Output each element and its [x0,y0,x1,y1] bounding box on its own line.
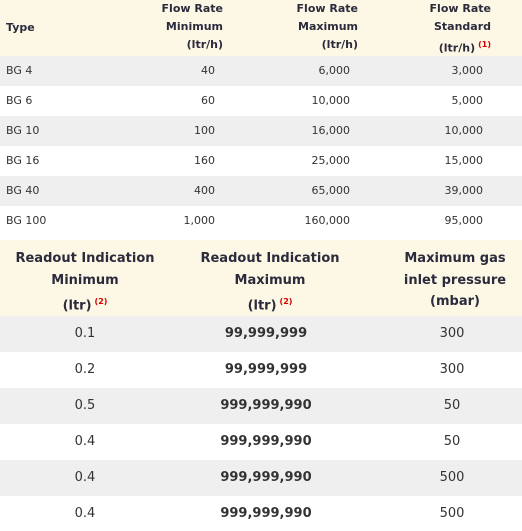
row-bg [0,352,522,388]
cell-text: 300 [439,326,465,341]
row-bg [0,86,522,116]
cell-text: 3,000 [451,64,484,77]
header-text: Standard [433,20,491,33]
header-line: (ltr) (2) [0,292,195,314]
cell-text: 16,000 [311,124,351,137]
header-line: (ltr/h) [187,35,223,55]
header-line: (ltr) (2) [160,292,380,314]
row-bg [0,424,522,460]
cell-text: 39,000 [444,184,484,197]
cell-text: BG 40 [6,184,40,197]
cell-text: 400 [194,184,215,197]
footnote-ref: (2) [94,297,108,306]
header-text: Readout Indication [15,251,155,266]
row-bg [0,496,522,531]
cell-text: 99,999,999 [224,326,308,341]
cell-text: 6,000 [318,64,351,77]
header-text: Flow Rate [296,2,358,15]
header-text: (mbar) [430,294,480,309]
cell-text: 5,000 [451,94,484,107]
cell-text: 160,000 [304,214,351,227]
header-text: Maximum gas [404,251,506,266]
cell-text: 500 [439,506,465,521]
cell-text: 1,000 [183,214,216,227]
footnote-ref: (2) [279,297,293,306]
cell-text: 0.4 [74,470,96,485]
cell-text: BG 6 [6,94,33,107]
cell-text: 300 [439,362,465,377]
row-bg [0,146,522,176]
cell-text: 100 [194,124,215,137]
cell-text: 10,000 [311,94,351,107]
header-line: Flow Rate [430,0,491,19]
cell-text: 999,999,990 [220,470,312,485]
header-line: Readout Indication [0,249,195,269]
header-line: Maximum [298,17,358,37]
cell-text: 15,000 [444,154,484,167]
header-text: (ltr/h) [321,38,358,51]
cell-text: 50 [443,434,461,449]
cell-text: 0.5 [74,398,96,413]
header-text: Type [6,21,35,34]
row-bg [0,56,522,86]
cell-text: 0.1 [74,326,96,341]
header-line: (ltr/h) (1) [439,35,491,55]
header-line: Standard [434,17,491,37]
cell-text: 160 [194,154,215,167]
cell-text: 0.2 [74,362,96,377]
header-text: (ltr) [247,298,277,314]
header-line: Maximum gas [345,249,522,269]
cell-text: 999,999,990 [220,434,312,449]
header-text: (ltr/h) [438,41,476,55]
cell-text: 0.4 [74,506,96,521]
header-text: Flow Rate [429,2,491,15]
footnote-ref: (1) [478,40,491,49]
row-bg [0,176,522,206]
header-text: Maximum [298,20,358,33]
header-line: Minimum [0,271,195,291]
header-line: Flow Rate [162,0,223,19]
header-text: Maximum [234,273,306,288]
cell-text: 95,000 [444,214,484,227]
cell-text: 999,999,990 [220,506,312,521]
cell-text: 40 [201,64,215,77]
header-line: Type [6,18,35,38]
cell-text: 10,000 [444,124,484,137]
cell-text: 65,000 [311,184,351,197]
header-text: Readout Indication [200,251,340,266]
cell-text: BG 4 [6,64,33,77]
row-bg [0,116,522,146]
row-bg [0,388,522,424]
header-line: Minimum [166,17,223,37]
header-text: (ltr) [62,298,92,314]
row-bg [0,460,522,496]
cell-text: 25,000 [311,154,351,167]
cell-text: 60 [201,94,215,107]
header-line: inlet pressure [345,271,522,291]
cell-text: BG 100 [6,214,47,227]
header-bg [0,240,522,316]
header-line: Maximum [160,271,380,291]
row-bg [0,206,522,236]
header-text: inlet pressure [403,273,507,288]
header-text: (ltr/h) [186,38,223,51]
header-text: Minimum [165,20,223,33]
header-bg [0,0,522,56]
cell-text: 999,999,990 [220,398,312,413]
row-bg [0,316,522,352]
header-line: (mbar) [345,292,522,312]
header-line: Flow Rate [297,0,358,19]
header-text: Flow Rate [161,2,223,15]
cell-text: 50 [443,398,461,413]
header-line: (ltr/h) [322,35,358,55]
cell-text: 500 [439,470,465,485]
cell-text: 99,999,999 [224,362,308,377]
cell-text: 0.4 [74,434,96,449]
cell-text: BG 10 [6,124,40,137]
header-text: Minimum [51,273,119,288]
cell-text: BG 16 [6,154,40,167]
header-line: Readout Indication [160,249,380,269]
